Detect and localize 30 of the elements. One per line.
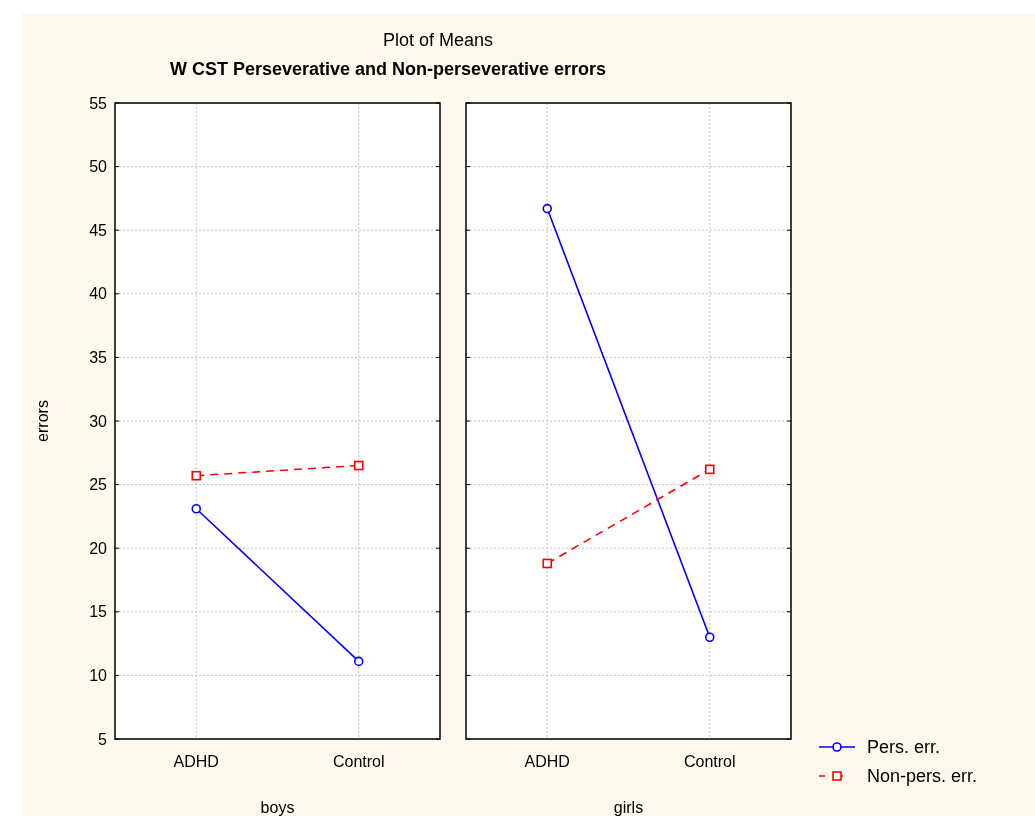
legend-label: Pers. err. [867, 737, 941, 758]
x-axis-title: boys [260, 799, 295, 816]
point [353, 656, 364, 667]
x-tick-label: Control [332, 753, 385, 770]
point [191, 470, 202, 481]
x-tick-label: ADHD [524, 753, 570, 770]
y-tick-label: 45 [89, 221, 108, 239]
point [542, 558, 553, 569]
y-tick-label: 30 [89, 412, 108, 430]
chart-subtitle: W CST Perseverative and Non-perseverative errors [169, 59, 607, 79]
x-axis-title: girls [613, 799, 644, 816]
legend-label: Non-pers. err. [867, 766, 978, 787]
y-tick-label: 20 [89, 539, 108, 557]
point [353, 460, 364, 471]
y-tick-label: 40 [89, 285, 108, 303]
x-tick-label: Control [683, 753, 736, 770]
y-tick-label: 10 [89, 667, 108, 684]
y-tick-label: 5 [98, 730, 108, 748]
point [704, 464, 715, 475]
point [542, 203, 553, 214]
chart-title: Plot of Means [382, 30, 494, 50]
y-tick-label: 15 [89, 603, 108, 621]
x-tick-label: ADHD [173, 753, 219, 770]
y-axis-title: errors [34, 400, 51, 442]
y-tick-label: 50 [89, 158, 108, 176]
point [704, 632, 715, 643]
y-tick-label: 25 [89, 476, 108, 494]
y-tick-label: 35 [89, 349, 108, 366]
y-tick-label: 55 [89, 94, 108, 112]
point [191, 503, 202, 514]
